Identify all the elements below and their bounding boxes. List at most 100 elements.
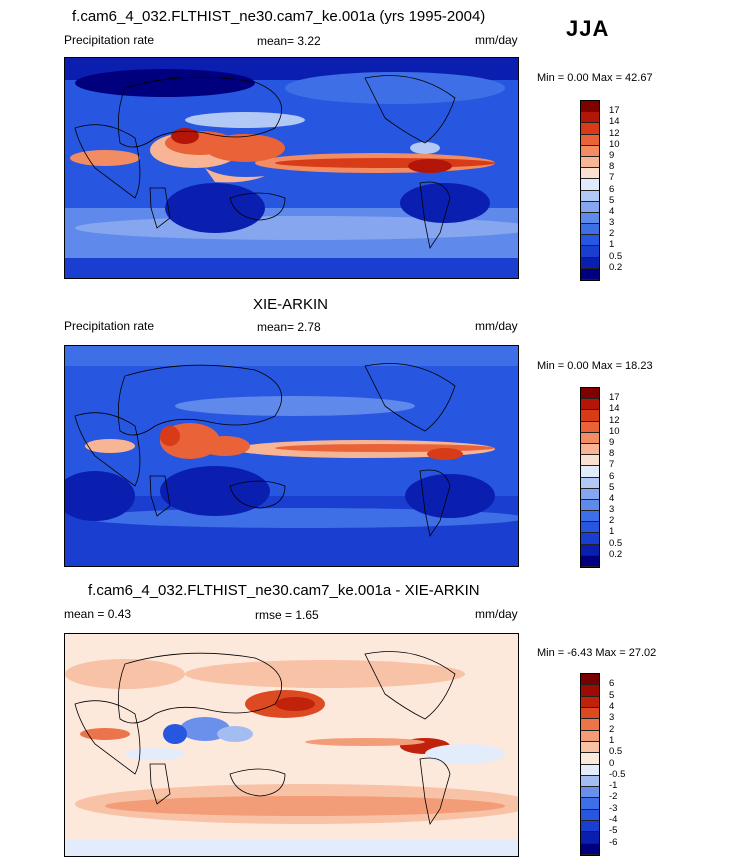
colorbar-swatch	[581, 190, 599, 202]
colorbar-tick-label: 0.5	[609, 746, 623, 758]
panel3-map	[64, 633, 519, 857]
colorbar-swatch	[581, 388, 599, 400]
colorbar-tick-label: 7	[609, 172, 615, 184]
colorbar-swatch	[581, 399, 599, 411]
colorbar-tick-label: 0.5	[609, 537, 623, 549]
panel3-left-label: mean = 0.43	[64, 607, 132, 621]
colorbar-swatch	[581, 455, 599, 467]
panel3-map-field	[65, 634, 518, 856]
colorbar-tick-label: 12	[609, 414, 620, 426]
colorbar-tick-label: 14	[609, 403, 620, 415]
colorbar-tick-label: -6	[609, 836, 618, 848]
colorbar-tick-label: 5	[609, 481, 615, 493]
colorbar-swatch	[581, 821, 599, 833]
colorbar-swatch	[581, 753, 599, 765]
panel1-map-field	[65, 58, 518, 278]
panel1-units: mm/day	[475, 33, 518, 47]
colorbar-swatch	[581, 674, 599, 686]
colorbar-swatch	[581, 156, 599, 169]
colorbar-swatch	[581, 179, 599, 191]
colorbar-swatch	[581, 719, 599, 731]
panel1-center-label: mean= 3.22	[257, 34, 321, 48]
colorbar-swatch	[581, 235, 599, 247]
colorbar-tick-label: 0	[609, 757, 615, 769]
colorbar-swatch	[581, 101, 599, 113]
colorbar-swatch	[581, 268, 599, 280]
colorbar-swatch	[581, 201, 599, 213]
colorbar-swatch	[581, 741, 599, 754]
panel2-left-label: Precipitation rate	[64, 319, 155, 333]
colorbar-tick-label: 3	[609, 712, 615, 724]
colorbar-tick-label: 10	[609, 138, 620, 150]
colorbar-tick-label: 3	[609, 217, 615, 229]
colorbar-swatch	[581, 466, 599, 478]
colorbar-tick-label: -5	[609, 825, 618, 837]
colorbar-tick-label: -4	[609, 814, 618, 826]
panel3-center-label: rmse = 1.65	[255, 608, 319, 622]
colorbar-swatch	[581, 112, 599, 124]
colorbar-swatch	[581, 544, 599, 556]
colorbar-tick-label: 10	[609, 425, 620, 437]
colorbar-tick-label: 4	[609, 700, 615, 712]
colorbar-tick-label: 2	[609, 515, 615, 527]
colorbar-tick-label: 1	[609, 239, 615, 251]
season-label: JJA	[566, 16, 610, 41]
colorbar-tick-label: 2	[609, 228, 615, 240]
colorbar-swatch	[581, 443, 599, 456]
colorbar-tick-label: 9	[609, 436, 615, 448]
panel1-map	[64, 57, 519, 279]
colorbar-swatch	[581, 685, 599, 697]
colorbar-tick-label: 1	[609, 526, 615, 538]
colorbar-tick-label: 1	[609, 734, 615, 746]
colorbar-swatch	[581, 730, 599, 742]
colorbar-tick-label: 3	[609, 504, 615, 516]
panel3-colorbar	[580, 673, 600, 856]
panel1-title: f.cam6_4_032.FLTHIST_ne30.cam7_ke.001a (…	[72, 8, 486, 25]
colorbar-swatch	[581, 696, 599, 708]
panel2-map	[64, 345, 519, 567]
panel2-map-field	[65, 346, 518, 566]
colorbar-tick-label: -2	[609, 791, 618, 803]
colorbar-swatch	[581, 421, 599, 433]
panel2-minmax: Min = 0.00 Max = 18.23	[537, 360, 653, 372]
panel1-minmax: Min = 0.00 Max = 42.67	[537, 72, 653, 84]
colorbar-tick-label: 12	[609, 127, 620, 139]
colorbar-swatch	[581, 775, 599, 788]
colorbar-tick-label: 9	[609, 149, 615, 161]
colorbar-tick-label: 5	[609, 194, 615, 206]
colorbar-swatch	[581, 488, 599, 500]
colorbar-swatch	[581, 477, 599, 489]
colorbar-tick-label: 4	[609, 492, 615, 504]
colorbar-tick-label: 4	[609, 205, 615, 217]
colorbar-tick-label: 8	[609, 448, 615, 460]
colorbar-swatch	[581, 707, 599, 720]
colorbar-swatch	[581, 809, 599, 822]
colorbar-tick-label: -1	[609, 780, 618, 792]
panel3-title: f.cam6_4_032.FLTHIST_ne30.cam7_ke.001a -…	[88, 582, 480, 599]
panel2-units: mm/day	[475, 319, 518, 333]
colorbar-tick-label: -0.5	[609, 768, 626, 780]
panel3-units: mm/day	[475, 607, 518, 621]
colorbar-tick-label: 7	[609, 459, 615, 471]
colorbar-swatch	[581, 134, 599, 146]
colorbar-tick-label: 6	[609, 678, 615, 690]
panel2-title: XIE-ARKIN	[253, 296, 329, 313]
colorbar-tick-label: 6	[609, 183, 615, 195]
colorbar-swatch	[581, 533, 599, 545]
colorbar-swatch	[581, 843, 599, 855]
panel2-colorbar	[580, 387, 600, 568]
colorbar-swatch	[581, 145, 599, 157]
colorbar-swatch	[581, 123, 599, 135]
panel3-minmax: Min = -6.43 Max = 27.02	[537, 647, 657, 659]
colorbar-swatch	[581, 246, 599, 258]
colorbar-tick-label: -3	[609, 802, 618, 814]
colorbar-tick-label: 17	[609, 105, 620, 117]
colorbar-swatch	[581, 212, 599, 225]
colorbar-tick-label: 14	[609, 116, 620, 128]
panel1-colorbar	[580, 100, 600, 281]
colorbar-tick-label: 0.5	[609, 250, 623, 262]
colorbar-swatch	[581, 522, 599, 534]
colorbar-swatch	[581, 832, 599, 844]
colorbar-tick-label: 0.2	[609, 548, 623, 560]
colorbar-tick-label: 8	[609, 161, 615, 173]
